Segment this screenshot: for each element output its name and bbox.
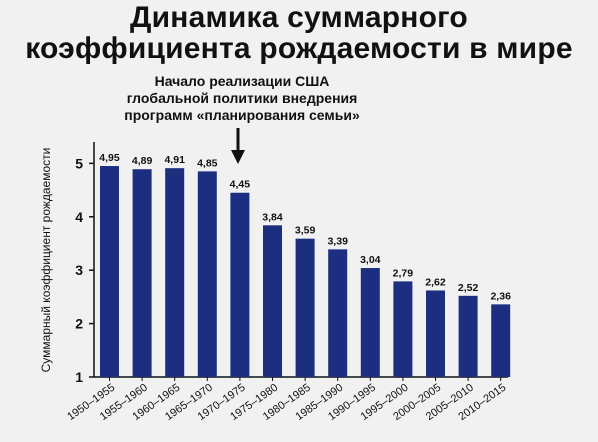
bar [295, 238, 315, 377]
bar [491, 304, 511, 377]
annotation-line-3: программ «планирования семьи» [124, 107, 360, 123]
value-labels: 4,95 4,89 4,91 4,85 4,45 3,84 3,59 3,39 3,04 2,79… [99, 152, 511, 302]
y-tick-label: 3 [75, 262, 83, 278]
bar [197, 171, 217, 377]
bar-value-label: 4,45 [230, 179, 251, 191]
annotation-line-2: глобальной политики внедрения [127, 90, 358, 106]
bar-value-label: 2,36 [490, 290, 511, 302]
annotation-line-1: Начало реализации США [155, 73, 330, 89]
bar-value-label: 3,59 [295, 225, 316, 237]
bar-value-label: 3,84 [262, 211, 283, 223]
chart-title-line-1: Динамика суммарного [130, 1, 468, 34]
y-tick-label: 1 [75, 369, 83, 385]
y-tick-label: 2 [75, 316, 83, 332]
bar [360, 268, 380, 377]
bar-value-label: 2,79 [393, 267, 414, 279]
bar [458, 295, 478, 377]
annotation-arrow-head [231, 150, 245, 164]
bar-value-label: 2,52 [458, 282, 479, 294]
bar-value-label: 3,04 [360, 254, 381, 266]
bar [132, 169, 152, 377]
bar-value-label: 4,95 [99, 152, 120, 164]
bar [328, 249, 348, 377]
bar [393, 281, 413, 377]
bar [100, 166, 119, 377]
bar [426, 290, 445, 377]
bar-value-label: 3,39 [327, 235, 348, 247]
y-tick-label: 4 [75, 209, 83, 225]
bar-value-label: 2,62 [425, 276, 446, 288]
bar-value-label: 4,85 [197, 157, 218, 169]
bars [100, 166, 511, 377]
bar [165, 168, 185, 377]
x-tick-labels: 1950–19551955–19601960–19651965–19701970… [65, 382, 508, 423]
chart-title: Динамика суммарного коэффициента рождаем… [0, 2, 598, 64]
y-tick-label: 5 [75, 155, 83, 171]
bar-value-label: 4,89 [132, 155, 153, 167]
chart-title-line-2: коэффициента рождаемости в мире [25, 32, 573, 65]
bar [230, 192, 250, 377]
bar [263, 225, 282, 377]
policy-annotation: Начало реализации США глобальной политик… [124, 73, 360, 164]
bar-value-label: 4,91 [164, 154, 185, 166]
y-axis-label: Суммарный коэффициент рождаемости [39, 148, 53, 373]
